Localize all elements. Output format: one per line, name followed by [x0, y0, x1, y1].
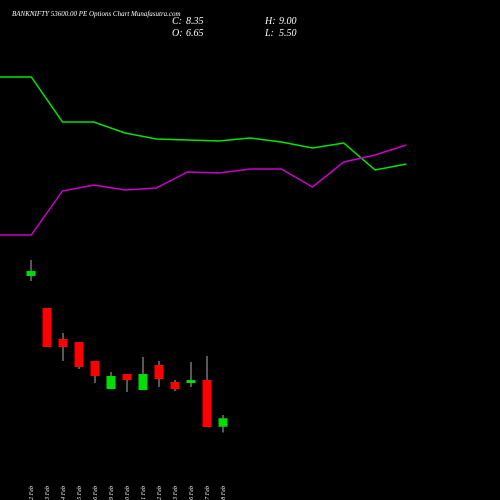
x-tick-label: 06 Feb	[93, 486, 99, 500]
info-key: C:	[172, 16, 182, 27]
candle-body	[170, 382, 180, 389]
x-tick-label: 16 Feb	[189, 486, 195, 500]
chart-title: BANKNIFTY 53600.00 PE Options Chart Muna…	[12, 10, 181, 18]
x-tick-label: 02 Feb	[29, 486, 35, 500]
candle-body	[42, 308, 52, 347]
info-value: 5.50	[279, 28, 297, 39]
candle-body	[202, 380, 212, 427]
x-tick-label: 03 Feb	[45, 486, 51, 500]
candle-body	[154, 365, 164, 379]
info-key: O:	[172, 28, 183, 39]
x-tick-label: 18 Feb	[221, 486, 227, 500]
info-value: 6.65	[186, 28, 204, 39]
x-tick-label: 12 Feb	[157, 486, 163, 500]
indicator-line	[0, 144, 407, 236]
x-tick-label: 04 Feb	[60, 486, 67, 500]
candle-body	[74, 342, 84, 367]
x-tick-label: 17 Feb	[205, 486, 211, 500]
candle-body	[90, 361, 100, 376]
candle-body	[106, 376, 116, 389]
candle-body	[138, 374, 148, 390]
x-tick-label: 10 Feb	[125, 486, 131, 500]
indicator-line	[0, 76, 407, 171]
x-tick-label: 09 Feb	[109, 486, 115, 500]
x-tick-label: 13 Feb	[173, 486, 179, 500]
info-key: L:	[264, 28, 274, 39]
candle-body	[186, 380, 196, 383]
candle-body	[218, 418, 228, 427]
candle-body	[58, 339, 68, 347]
x-tick-label: 11 Feb	[141, 486, 147, 500]
candle-body	[122, 374, 132, 380]
x-tick-label: 05 Feb	[77, 486, 83, 500]
info-key: H:	[264, 16, 276, 27]
info-value: 9.00	[279, 16, 297, 27]
candle-body	[26, 271, 36, 276]
info-value: 8.35	[186, 16, 204, 27]
